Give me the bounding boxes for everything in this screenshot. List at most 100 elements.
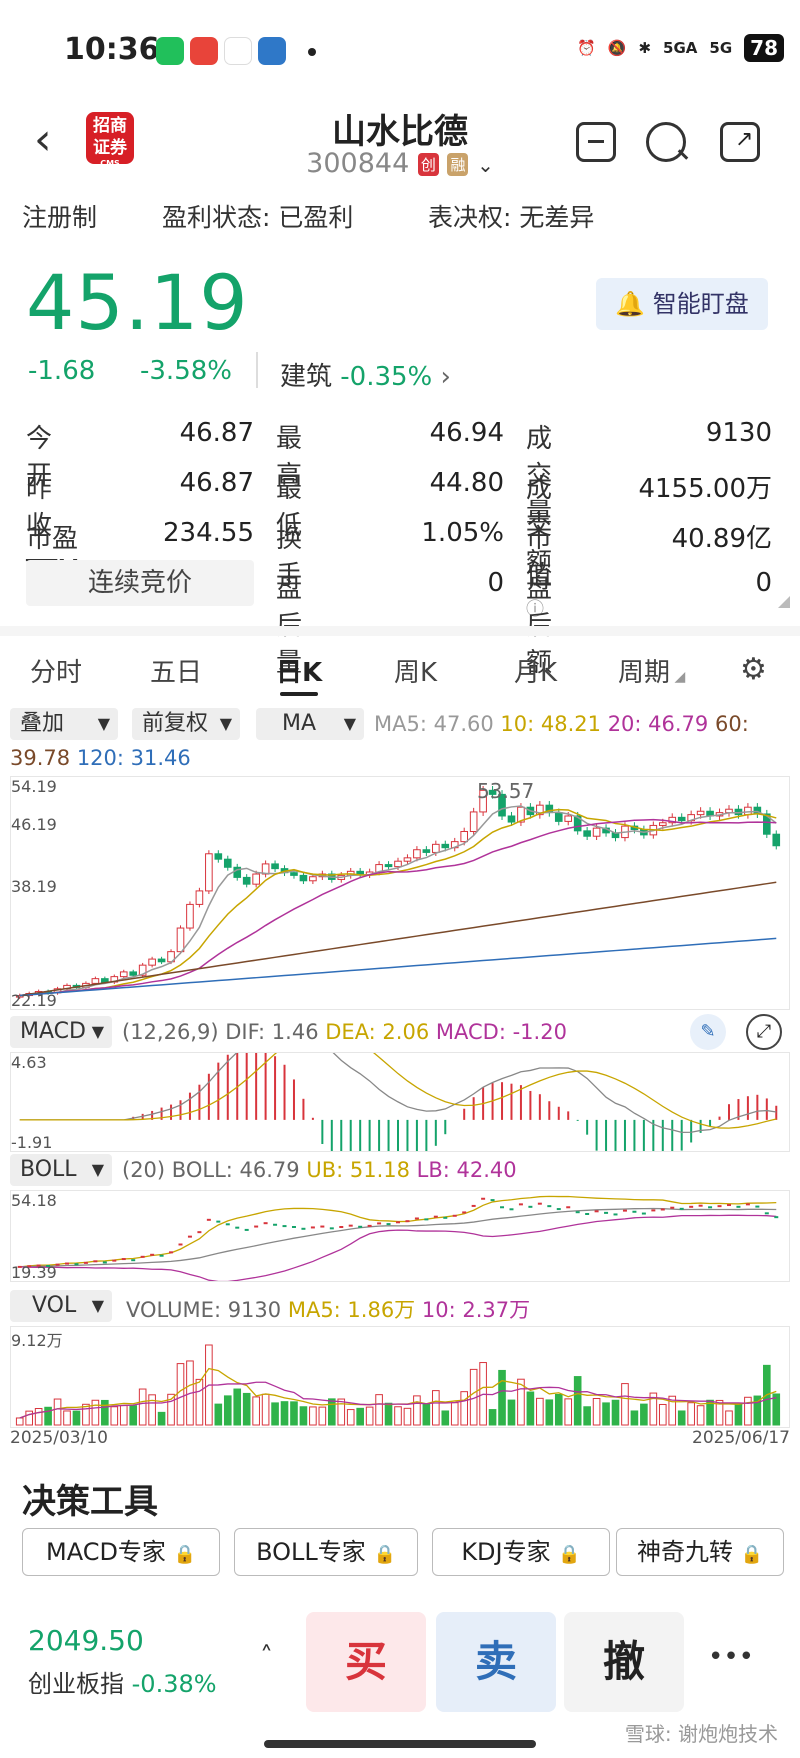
home-indicator[interactable] [264, 1740, 536, 1748]
continuous-bidding-button[interactable]: 连续竞价 [26, 560, 254, 606]
fullscreen-icon[interactable]: ⤢ [746, 1014, 782, 1050]
high-value: 46.94 [429, 418, 504, 448]
chevron-down-icon: ⌄ [477, 153, 494, 177]
back-button[interactable]: ‹ [34, 114, 52, 165]
macd-expert-button[interactable]: MACD专家 🔒 [22, 1528, 220, 1576]
candle [583, 830, 591, 837]
minus-box-icon[interactable] [576, 122, 616, 162]
candle [394, 860, 402, 868]
registration-label: 注册制 [22, 203, 98, 232]
volume-bar [450, 1402, 459, 1426]
tab-monthly-k[interactable]: 月K [514, 658, 558, 688]
vol-select[interactable]: VOL ▼ [10, 1290, 112, 1322]
ma-select[interactable]: MA ▼ [256, 708, 364, 740]
volume-bar [44, 1406, 52, 1426]
sector-link[interactable]: 建筑 -0.35% › [280, 362, 451, 392]
volume-bar [195, 1378, 204, 1426]
signal-icon: 5GA [663, 39, 698, 57]
volume-bar [148, 1394, 156, 1426]
lock-icon: 🔒 [173, 1544, 196, 1565]
kdj-expert-button[interactable]: KDJ专家 🔒 [432, 1528, 610, 1576]
volume-bar [110, 1406, 119, 1426]
expand-corner-icon[interactable] [778, 596, 790, 608]
tab-intraday[interactable]: 分时 [30, 658, 83, 688]
mute-icon: 🔕 [607, 39, 627, 57]
candle [460, 831, 469, 843]
alarm-icon: ⏰ [577, 39, 596, 57]
volume-bar [223, 1395, 232, 1426]
settings-icon[interactable]: ⚙ [740, 652, 767, 687]
volume-bar [744, 1396, 752, 1426]
candle [252, 873, 260, 885]
candle [299, 874, 308, 882]
candle [554, 812, 563, 822]
stock-code-row[interactable]: 300844 创 融 ⌄ [0, 148, 800, 179]
info-icon[interactable]: ⓘ [526, 599, 544, 620]
volume-bar [233, 1388, 242, 1426]
turnover-value: 1.05% [421, 518, 504, 548]
sell-button[interactable]: 卖 [436, 1612, 556, 1712]
volume-bar [536, 1397, 544, 1426]
search-icon[interactable] [646, 122, 689, 162]
candle [223, 858, 232, 868]
macd-select[interactable]: MACD ▼ [10, 1016, 112, 1048]
volume-bar [53, 1398, 62, 1426]
volume-bar [176, 1363, 185, 1426]
boll-select[interactable]: BOLL ▼ [10, 1154, 112, 1186]
stock-name: 山水比德 [332, 112, 468, 152]
after-hours-amount: 0 [755, 568, 772, 598]
volume-bar [309, 1406, 317, 1426]
volume-bar [583, 1406, 591, 1426]
candle [564, 815, 573, 822]
volume-bar [640, 1403, 648, 1426]
volume-bar [687, 1402, 695, 1426]
volume-bar [299, 1406, 308, 1426]
candle [763, 813, 771, 835]
smart-watch-button[interactable]: 🔔 智能盯盘 [596, 278, 768, 330]
buy-button[interactable]: 买 [306, 1612, 426, 1712]
tab-daily-k[interactable]: 日K [276, 652, 322, 696]
candle [384, 864, 393, 868]
volume-bar [649, 1392, 658, 1426]
chevron-right-icon: › [440, 362, 451, 392]
candle [309, 876, 317, 882]
volume-bar [696, 1405, 705, 1426]
candle [101, 978, 109, 983]
chevron-up-icon[interactable]: ˄ [260, 1642, 273, 1672]
candle [271, 863, 279, 870]
volume-bar [356, 1407, 364, 1426]
candle [214, 853, 223, 860]
magic-nine-button[interactable]: 神奇九转 🔒 [616, 1528, 784, 1576]
edit-icon[interactable]: ✎ [690, 1014, 726, 1050]
index-value[interactable]: 2049.50 [28, 1624, 144, 1657]
volume-bar [138, 1388, 147, 1426]
status-bar: 10:36 ⏰ 🔕 ✱ 5GA 5G 78 [0, 0, 800, 100]
volume-bar [526, 1391, 535, 1426]
share-icon[interactable]: ↗ [720, 122, 760, 162]
volume-bar [101, 1399, 109, 1426]
overlay-select[interactable]: 叠加 ▼ [10, 708, 118, 740]
volume-bar [753, 1395, 762, 1426]
macd-chart: 4.63 -1.91 [10, 1017, 790, 1185]
more-icon[interactable]: ••• [708, 1642, 755, 1672]
volume-bar [157, 1411, 166, 1426]
volume-bar [611, 1399, 620, 1426]
vol-values: VOLUME: 9130 MA5: 1.86万 10: 2.37万 [126, 1298, 531, 1322]
volume-bar [602, 1402, 610, 1426]
tab-weekly-k[interactable]: 周K [394, 658, 438, 688]
volume-bar [129, 1405, 138, 1426]
candle [573, 815, 582, 832]
stock-header: ‹ 招商 证券 CMS 山水比德 300844 创 融 ⌄ ↗ [0, 100, 800, 190]
boll-expert-button[interactable]: BOLL专家 🔒 [234, 1528, 418, 1576]
volume-bar [318, 1406, 327, 1426]
kline-chart[interactable]: 54.19 46.19 38.19 22.19 53.57 [10, 776, 790, 1010]
tab-five-day[interactable]: 五日 [150, 658, 203, 688]
tab-period[interactable]: 周期 ◢ [618, 658, 686, 688]
volume-bar [82, 1403, 90, 1426]
candle [744, 806, 752, 816]
cancel-order-button[interactable]: 撤 [564, 1612, 684, 1712]
candle [432, 843, 440, 853]
adjust-select[interactable]: 前复权 ▼ [132, 708, 240, 740]
index-name[interactable]: 创业板指 -0.38% [28, 1670, 217, 1698]
ma-line [19, 937, 777, 997]
